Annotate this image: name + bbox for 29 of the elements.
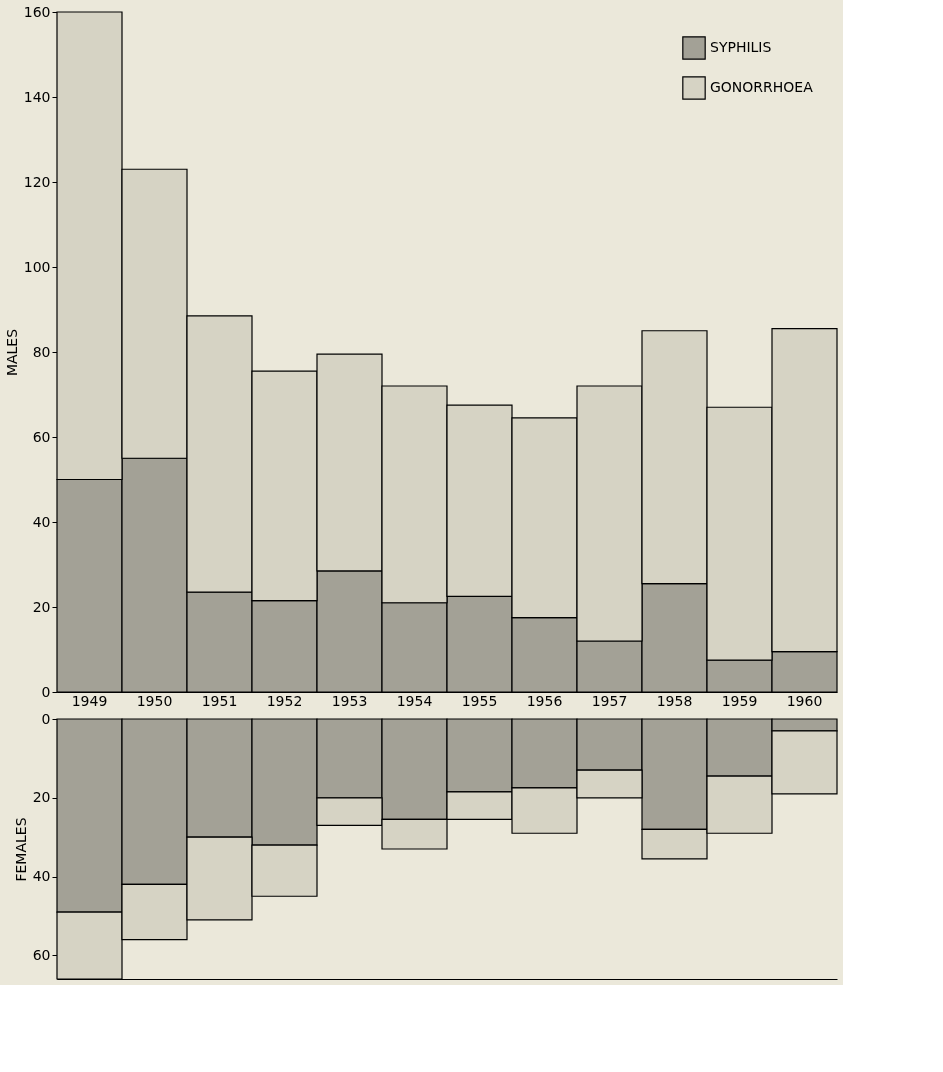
x-tick-label: 1950 (136, 692, 173, 709)
y-tick-label: 120 (23, 173, 51, 190)
y-tick-label: 0 (41, 710, 51, 727)
legend-label: GONORRHOEA (710, 79, 814, 95)
y-tick-label: 160 (23, 3, 51, 20)
y-axis-title: MALES (3, 328, 20, 377)
y-tick-label: 60 (32, 946, 51, 963)
y-tick-label: 80 (32, 343, 51, 360)
x-tick-label: 1949 (71, 692, 108, 709)
x-tick-label: 1952 (266, 692, 303, 709)
x-tick-label: 1951 (201, 692, 238, 709)
y-tick-label: 40 (32, 513, 51, 530)
x-tick-label: 1955 (461, 692, 498, 709)
y-tick-label: 20 (32, 789, 51, 806)
x-tick-label: 1958 (656, 692, 693, 709)
legend-label: SYPHILIS (710, 39, 772, 55)
x-tick-label: 1954 (396, 692, 433, 709)
x-tick-label: 1960 (786, 692, 823, 709)
y-tick-label: 60 (32, 428, 51, 445)
y-axis-title: FEMALES (12, 817, 29, 882)
y-tick-label: 140 (23, 88, 51, 105)
y-tick-label: 100 (23, 258, 51, 275)
x-tick-label: 1956 (526, 692, 563, 709)
y-tick-label: 40 (32, 868, 51, 885)
y-tick-label: 0 (41, 683, 51, 700)
x-tick-label: 1959 (721, 692, 758, 709)
y-tick-label: 20 (32, 598, 51, 615)
x-tick-label: 1953 (331, 692, 368, 709)
x-tick-label: 1957 (591, 692, 628, 709)
